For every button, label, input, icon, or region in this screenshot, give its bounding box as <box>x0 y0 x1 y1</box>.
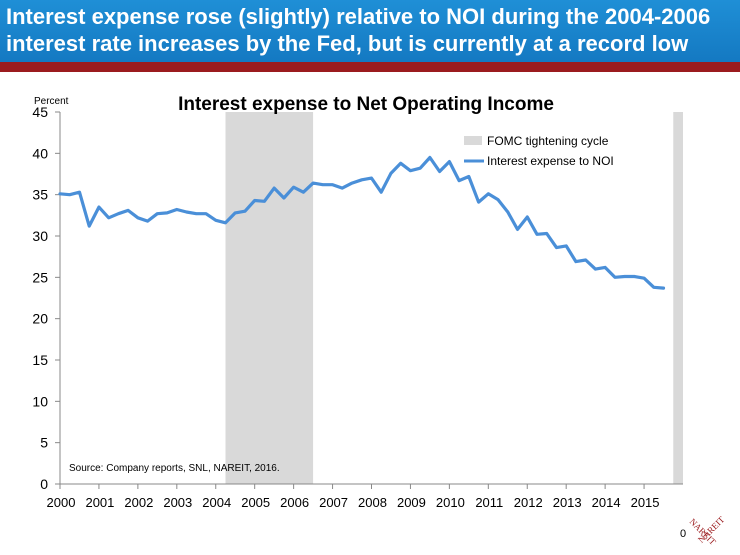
y-tick-label: 10 <box>32 393 48 409</box>
slide-title: Interest expense rose (slightly) relativ… <box>6 4 711 56</box>
y-tick-label: 5 <box>40 435 48 451</box>
header-banner: Interest expense rose (slightly) relativ… <box>0 0 740 62</box>
y-tick-label: 15 <box>32 352 48 368</box>
y-tick-label: 40 <box>32 145 48 161</box>
legend-label-shade: FOMC tightening cycle <box>487 134 609 148</box>
chart-title: Interest expense to Net Operating Income <box>178 94 554 115</box>
y-tick-label: 35 <box>32 187 48 203</box>
legend-swatch-shade <box>464 136 482 145</box>
y-axis-ticks: 0 5 10 15 20 25 30 35 40 45 <box>32 104 60 492</box>
x-tick-label: 2009 <box>397 495 426 510</box>
legend-label-line: Interest expense to NOI <box>487 154 614 168</box>
shaded-period-0 <box>225 112 314 484</box>
source-note: Source: Company reports, SNL, NAREIT, 20… <box>69 463 280 474</box>
y-tick-label: 45 <box>32 104 48 120</box>
shaded-period-1 <box>673 112 683 484</box>
x-tick-label: 2014 <box>592 495 621 510</box>
nareit-logo: NAREIT NAREIT <box>688 514 727 547</box>
series-line-0 <box>58 155 666 290</box>
x-tick-label: 2008 <box>358 495 387 510</box>
x-tick-label: 2003 <box>163 495 192 510</box>
x-tick-label: 2013 <box>553 495 582 510</box>
shaded-periods <box>225 112 683 484</box>
x-tick-label: 2012 <box>514 495 543 510</box>
x-tick-label: 2010 <box>436 495 465 510</box>
x-tick-label: 2004 <box>202 495 231 510</box>
page-number: 0 <box>680 528 687 540</box>
y-tick-label: 20 <box>32 311 48 327</box>
x-tick-label: 2006 <box>280 495 309 510</box>
x-tick-label: 2002 <box>124 495 153 510</box>
header-divider <box>0 62 740 72</box>
x-tick-label: 2000 <box>47 495 76 510</box>
x-axis-ticks: 2000 2001 2002 2003 2004 2005 2006 2007 2008 2009… <box>47 484 660 510</box>
y-tick-label: 0 <box>40 476 48 492</box>
x-tick-label: 2007 <box>319 495 348 510</box>
legend: FOMC tightening cycle Interest expense t… <box>464 134 614 168</box>
x-tick-label: 2001 <box>85 495 114 510</box>
x-tick-label: 2005 <box>241 495 270 510</box>
y-tick-label: 30 <box>32 228 48 244</box>
y-axis-label: Percent <box>34 96 69 107</box>
x-tick-label: 2015 <box>631 495 660 510</box>
y-tick-label: 25 <box>32 269 48 285</box>
line-chart: Interest expense to Net Operating Income… <box>32 94 683 510</box>
x-tick-label: 2011 <box>475 495 503 510</box>
series-lines <box>58 155 666 290</box>
